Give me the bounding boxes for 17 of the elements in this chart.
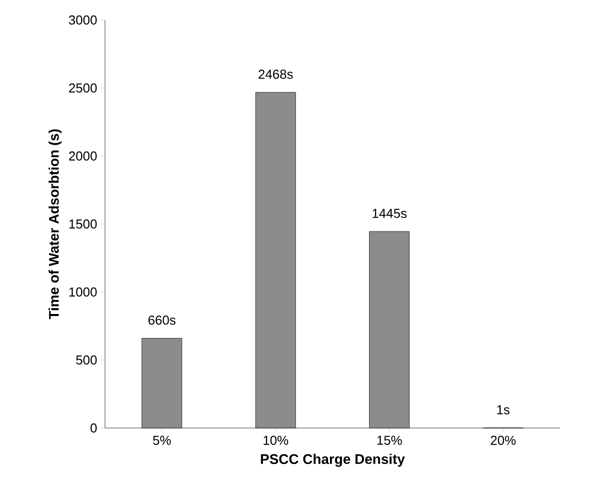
y-tick-label: 1000 [69,287,97,297]
y-tick-label: 500 [76,355,97,365]
y-tick-label: 3000 [68,15,97,25]
x-tick-label: 5% [153,436,171,445]
y-tick-label: 2500 [69,83,97,93]
x-tick-label: 20% [490,436,516,445]
y-tick-label: 2000 [69,151,97,161]
y-tick-label: 1500 [69,219,97,229]
x-tick-label: 15% [377,436,402,445]
y-tick-label: 0 [90,423,97,433]
data-label: 1445s [372,208,407,218]
x-axis-title: PSCC Charge Density [260,454,405,467]
data-label: 2468s [258,70,293,79]
y-axis-title: Time of Water Adsorbtion (s) [48,129,62,320]
x-tick-label: 10% [264,436,288,445]
data-label: 660s [148,316,176,325]
data-label: 1s [497,405,510,414]
